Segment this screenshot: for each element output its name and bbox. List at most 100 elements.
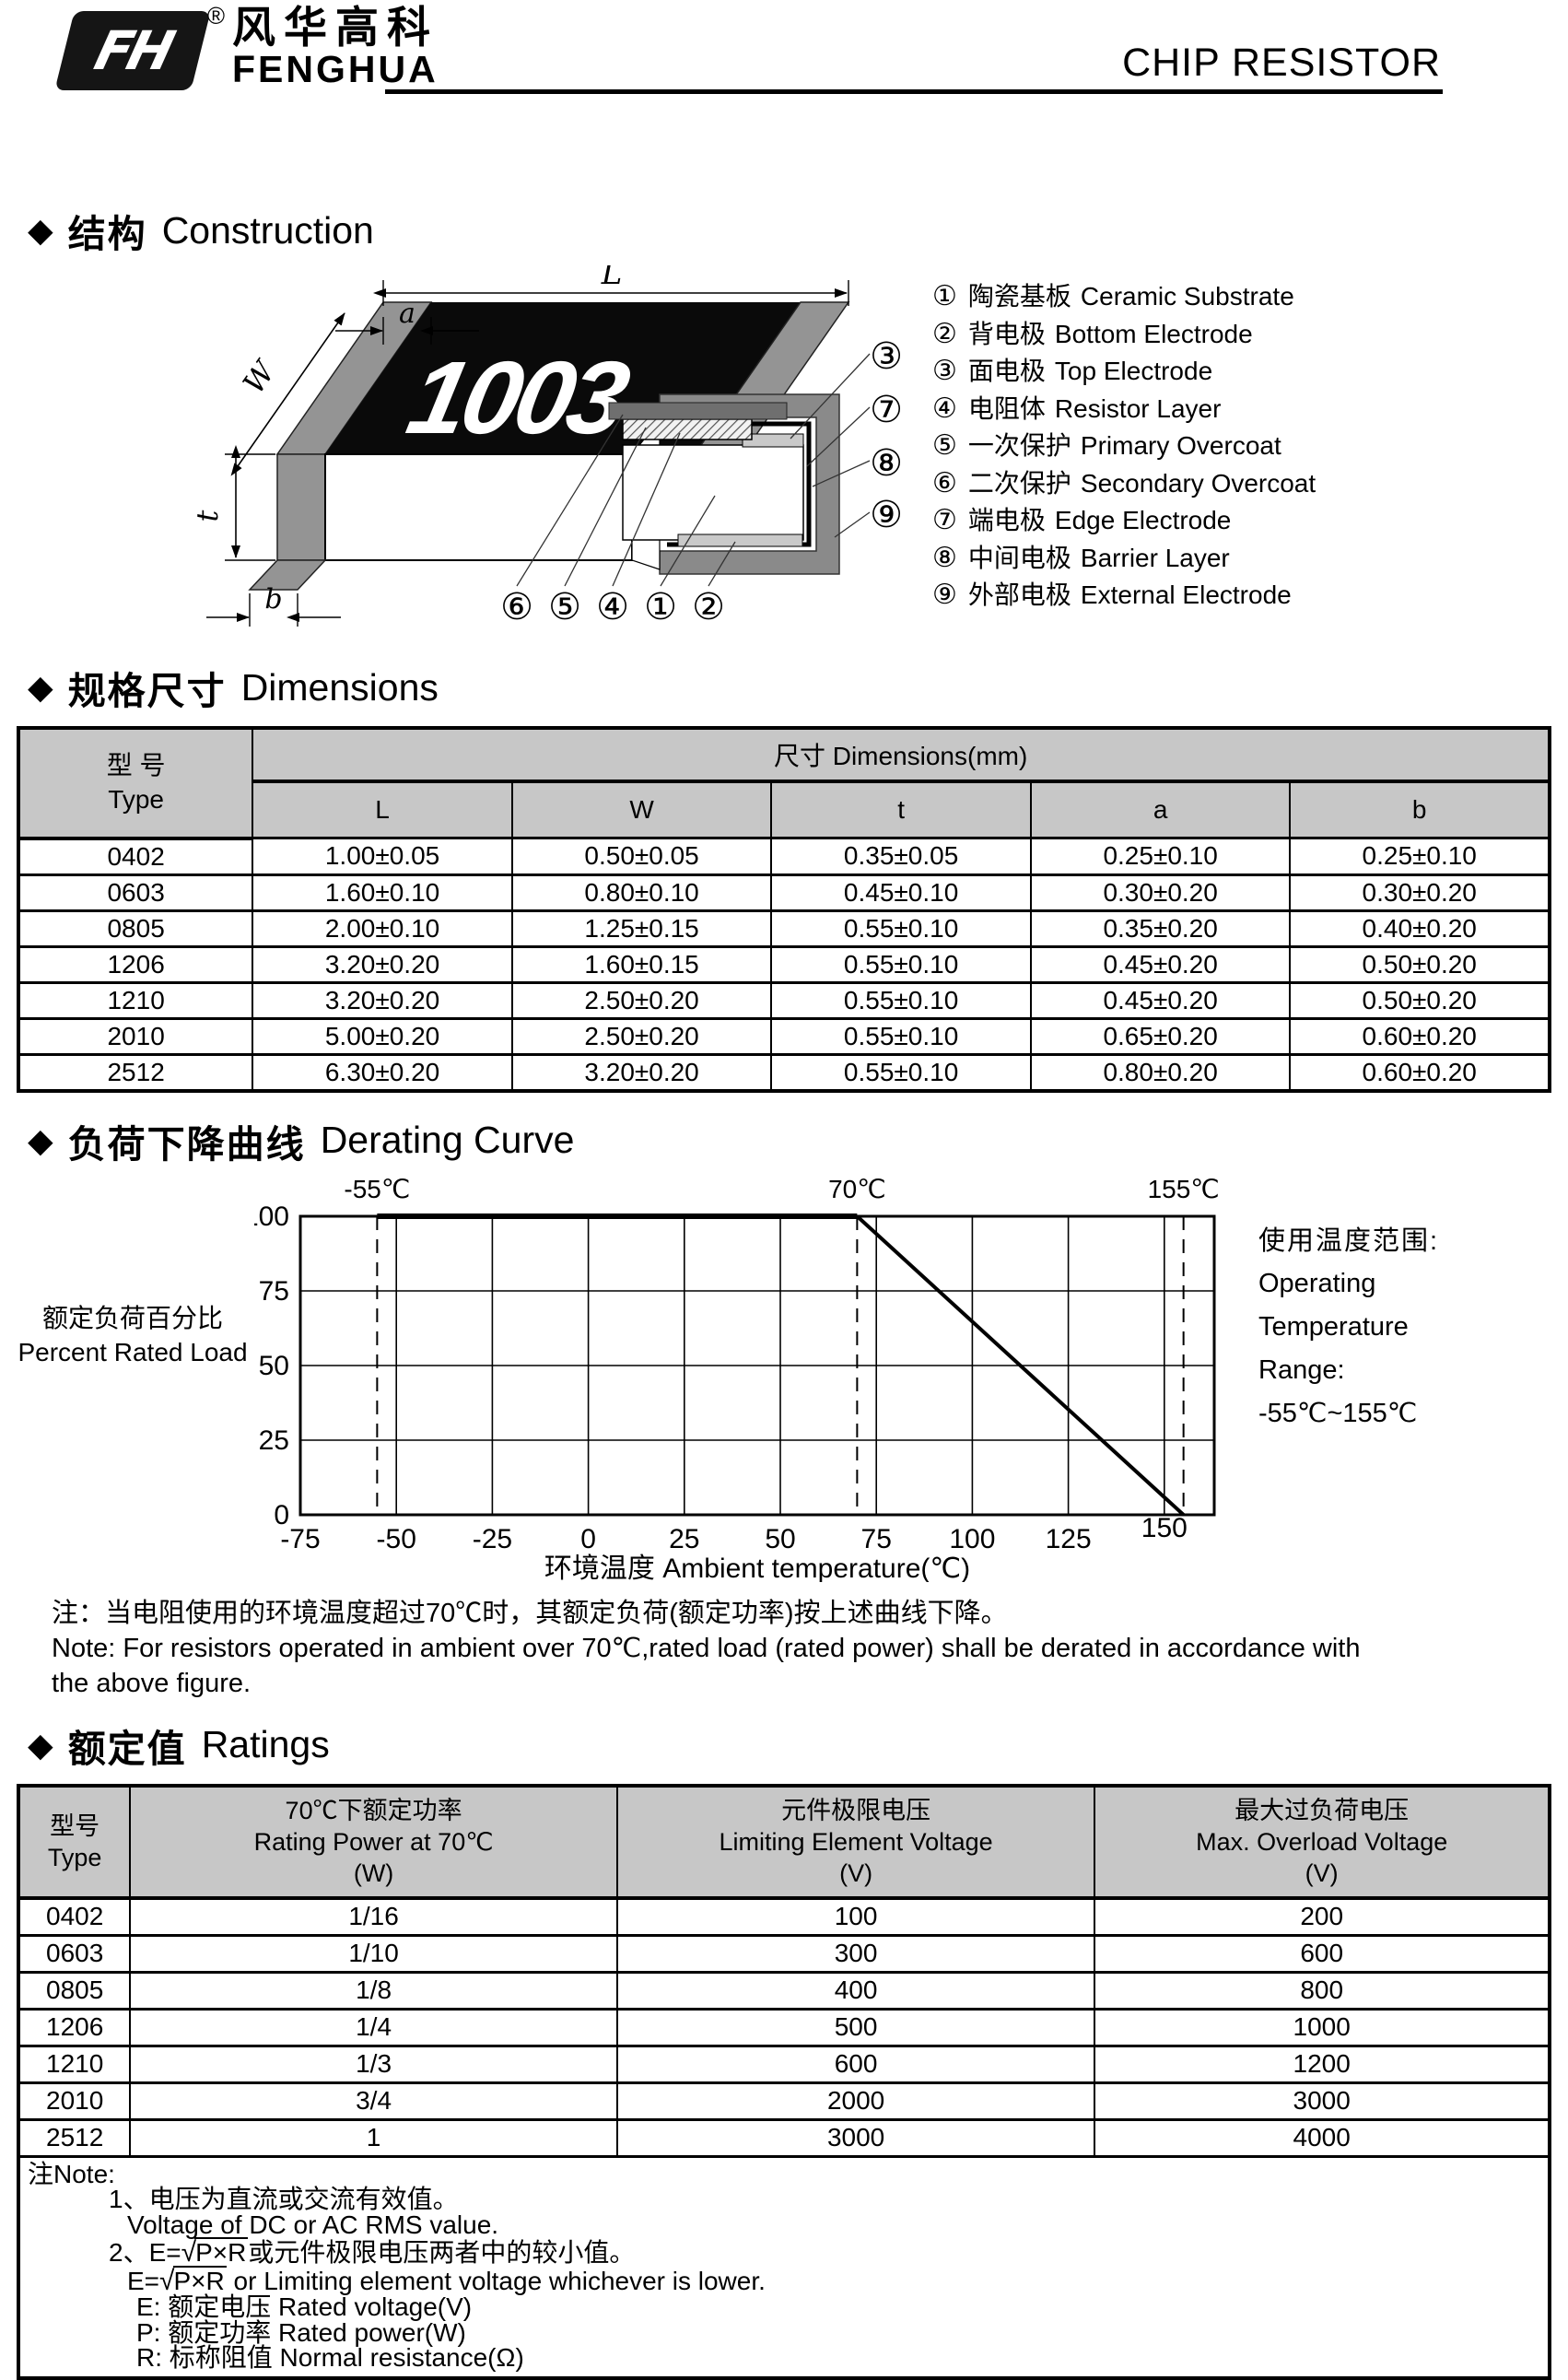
section-title-en: Construction xyxy=(161,208,374,252)
table-cell: 2512 xyxy=(17,1052,254,1091)
legend-item: ⑦ 端电极 Edge Electrode xyxy=(932,502,1316,540)
dimensions-row: 2512 6.30±0.20 3.20±0.20 0.55±0.10 0.80±0.20… xyxy=(17,1052,1550,1091)
section-title-construction: ◆ 结构 Construction xyxy=(28,203,1551,258)
diamond-bullet-icon: ◆ xyxy=(28,211,53,249)
ratings-notes-cell: 注Note: 1、电压为直流或交流有效值。 Voltage of DC or A… xyxy=(18,2154,1550,2378)
circled-number-icon: ⑤ xyxy=(932,430,957,461)
logo-mark-shape: FH xyxy=(54,11,211,90)
page-title: CHIP RESISTOR xyxy=(1122,41,1441,85)
col-header-type: 型 号 Type xyxy=(17,728,254,840)
logo-text: 风华高科 FENGHUA xyxy=(232,6,439,89)
header-line: 最大过负荷电压 xyxy=(1235,1796,1410,1824)
table-cell: 3/4 xyxy=(129,2081,618,2119)
diamond-bullet-icon: ◆ xyxy=(28,668,53,706)
bottom-electrode-strip xyxy=(677,533,803,547)
legend-label-cn: 二次保护 xyxy=(967,468,1071,498)
temperature-label: 155℃ xyxy=(1148,1175,1220,1203)
x-tick-label: 125 xyxy=(1046,1524,1092,1554)
table-cell: 0.50±0.20 xyxy=(1289,944,1550,982)
table-cell: 0.35±0.20 xyxy=(1029,909,1292,946)
construction-block: 1003 L xyxy=(17,255,1551,636)
col-header-rating-power: 70℃下额定功率 Rating Power at 70℃ (W) xyxy=(129,1785,618,1900)
annotation-line: 使用温度范围: xyxy=(1258,1225,1440,1256)
annotation-line: Range: xyxy=(1258,1355,1345,1386)
datasheet-page: FH ® 风华高科 FENGHUA CHIP RESISTOR ◆ 结构 Con… xyxy=(17,2,1551,2380)
col-header-type: 型号 Type xyxy=(17,1785,132,1900)
y-tick-label: 100 xyxy=(254,1202,289,1232)
leader-line xyxy=(812,460,871,487)
table-cell: 1/4 xyxy=(129,2007,618,2046)
table-cell: 600 xyxy=(615,2044,1096,2082)
header-line: (W) xyxy=(353,1858,394,1887)
circled-number-icon: ⑥ xyxy=(932,467,957,498)
legend-label-cn: 背电极 xyxy=(967,319,1046,348)
header-line: 元件极限电压 xyxy=(781,1796,931,1824)
dimensions-header-row-1: 型 号 Type 尺寸 Dimensions(mm) xyxy=(17,728,1550,840)
ratings-row: 2512 1 3000 4000 xyxy=(17,2117,1550,2156)
table-cell: 1206 xyxy=(17,944,254,982)
resistor-layer-hatched xyxy=(622,418,753,440)
leader-line xyxy=(790,353,871,440)
table-cell: 1/3 xyxy=(129,2044,618,2082)
table-cell: 1 xyxy=(129,2117,618,2156)
col-header-type-en: Type xyxy=(108,784,164,814)
dimensions-row: 0603 1.60±0.10 0.80±0.10 0.45±0.10 0.30±0.20… xyxy=(17,873,1550,910)
legend-label-en: Primary Overcoat xyxy=(1080,431,1281,460)
table-cell: 0.65±0.20 xyxy=(1029,1016,1292,1054)
leader-line xyxy=(564,427,647,587)
table-cell: 1.25±0.15 xyxy=(510,909,773,946)
chip-bottom-foot xyxy=(248,559,327,591)
derating-note-en-line2: the above figure. xyxy=(52,1668,252,1698)
derating-chart-block: 额定负荷百分比 Percent Rated Load -75 -50 -25 0 25 5… xyxy=(17,1172,1551,1589)
col-header-W: W xyxy=(510,781,773,838)
col-header-b: b xyxy=(1289,781,1550,838)
legend-label-en: Resistor Layer xyxy=(1054,393,1222,423)
table-cell: 500 xyxy=(615,2007,1096,2046)
ratings-notes-row: 注Note: 1、电压为直流或交流有效值。 Voltage of DC or A… xyxy=(18,2154,1550,2378)
table-cell: 1206 xyxy=(17,2007,132,2046)
table-cell: 0.55±0.10 xyxy=(770,1016,1032,1054)
temperature-label: -55℃ xyxy=(344,1175,410,1203)
derating-note-cn: 注：当电阻使用的环境温度超过70℃时，其额定负荷(额定功率)按上述曲线下降。 xyxy=(52,1598,1008,1628)
section-title-dimensions: ◆ 规格尺寸 Dimensions xyxy=(28,660,1551,715)
table-cell: 0805 xyxy=(17,909,254,946)
header-line: 型号 xyxy=(50,1811,100,1840)
table-cell: 0603 xyxy=(17,1933,132,1972)
annotation-line: Operating xyxy=(1258,1269,1376,1299)
table-cell: 1.60±0.15 xyxy=(510,944,773,982)
x-tick-label: 100 xyxy=(949,1524,995,1554)
derating-curve-chart: -75 -50 -25 0 25 50 75 100 125 150 0 25 50 75 100 -55℃ 7… xyxy=(243,1175,1220,1584)
table-cell: 2512 xyxy=(17,2117,132,2156)
table-cell: 3.20±0.20 xyxy=(252,980,513,1018)
table-cell: 1/8 xyxy=(129,1970,618,2009)
table-cell: 0.55±0.10 xyxy=(770,909,1032,946)
operating-temperature-annotation: 使用温度范围: Operating Temperature Range: -55℃~15… xyxy=(1258,1220,1562,1436)
table-cell: 0.80±0.20 xyxy=(1029,1052,1292,1091)
table-cell: 1210 xyxy=(17,980,254,1018)
temperature-label: 70℃ xyxy=(828,1175,886,1203)
legend-label-cn: 中间电极 xyxy=(967,543,1071,572)
chart-y-axis-label: 额定负荷百分比 Percent Rated Load xyxy=(17,1301,249,1371)
dimensions-row: 1210 3.20±0.20 2.50±0.20 0.55±0.10 0.45±0.20… xyxy=(17,980,1550,1018)
table-cell: 0.45±0.20 xyxy=(1029,980,1292,1018)
circled-number-icon: ② xyxy=(932,318,957,349)
diamond-bullet-icon: ◆ xyxy=(28,1725,53,1764)
dimensions-row: 0402 1.00±0.05 0.50±0.05 0.35±0.05 0.25±0.10… xyxy=(17,837,1550,874)
table-cell: 600 xyxy=(1094,1933,1550,1972)
section-title-cn: 负荷下降曲线 xyxy=(67,1122,306,1166)
circled-number-icon: ③ xyxy=(932,356,957,386)
table-cell: 1/10 xyxy=(129,1933,618,1972)
chip-front-face xyxy=(324,453,633,561)
leader-line xyxy=(612,432,681,587)
legend-item: ① 陶瓷基板 Ceramic Substrate xyxy=(932,278,1316,316)
col-header-limiting-voltage: 元件极限电压 Limiting Element Voltage (V) xyxy=(615,1785,1096,1900)
x-tick-label: 150 xyxy=(1141,1513,1188,1543)
table-cell: 0.50±0.05 xyxy=(510,837,773,874)
y-tick-label: 75 xyxy=(259,1276,289,1307)
col-header-dimensions-group: 尺寸 Dimensions(mm) xyxy=(252,728,1550,783)
legend-item: ⑧ 中间电极 Barrier Layer xyxy=(932,540,1316,578)
dim-arrow-W xyxy=(230,312,345,476)
secondary-overcoat-cap xyxy=(608,402,788,420)
callout-3-icon: ③ xyxy=(870,336,903,377)
callout-5-icon: ⑤ xyxy=(548,587,581,627)
